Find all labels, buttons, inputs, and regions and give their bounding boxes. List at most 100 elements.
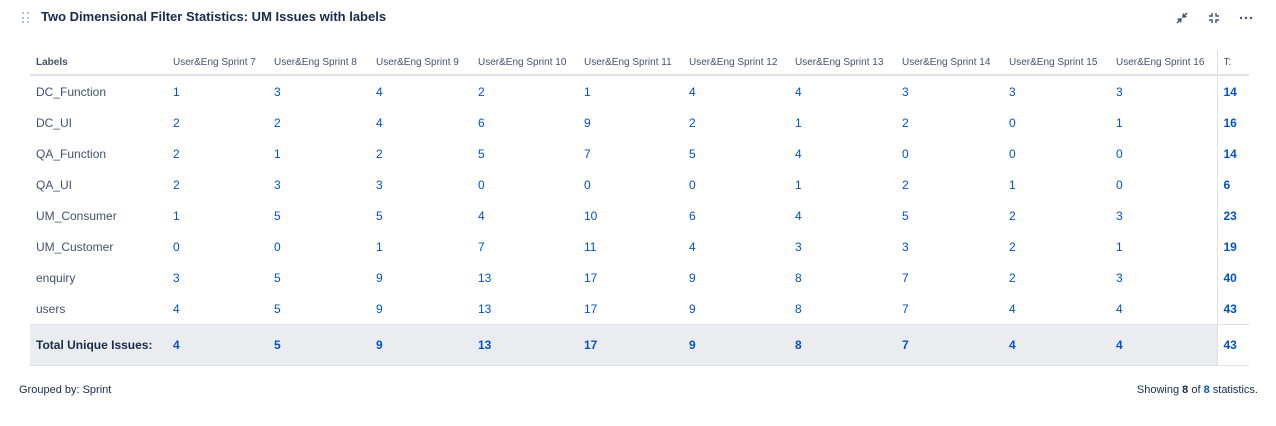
column-header[interactable]: User&Eng Sprint 9 — [370, 50, 472, 76]
count-cell[interactable]: 5 — [478, 146, 485, 161]
count-cell[interactable]: 1 — [1116, 115, 1123, 130]
count-cell[interactable]: 7 — [478, 239, 485, 254]
count-cell[interactable]: 4 — [376, 84, 383, 99]
count-cell[interactable]: 1 — [795, 115, 802, 130]
count-cell[interactable]: 7 — [902, 270, 909, 285]
row-label[interactable]: enquiry — [36, 270, 76, 285]
count-cell[interactable]: 1 — [173, 84, 180, 99]
count-cell[interactable]: 7 — [902, 301, 909, 316]
count-cell[interactable]: 5 — [689, 146, 696, 161]
count-cell[interactable]: 5 — [274, 301, 281, 316]
row-label[interactable]: UM_Customer — [36, 239, 114, 254]
count-cell[interactable]: 11 — [584, 239, 597, 254]
total-unique-cell[interactable]: 9 — [370, 324, 472, 366]
count-cell[interactable]: 4 — [376, 115, 383, 130]
count-cell[interactable]: 3 — [1116, 84, 1123, 99]
total-unique-cell[interactable]: 4 — [1003, 324, 1110, 366]
total-unique-cell[interactable]: 7 — [896, 324, 1003, 366]
collapse-icon[interactable] — [1204, 8, 1224, 28]
count-cell[interactable]: 1 — [1116, 239, 1123, 254]
row-label[interactable]: QA_UI — [36, 177, 73, 192]
count-cell[interactable]: 0 — [478, 177, 485, 192]
count-cell[interactable]: 8 — [795, 301, 802, 316]
count-cell[interactable]: 0 — [1116, 146, 1123, 161]
count-cell[interactable]: 1 — [795, 177, 802, 192]
count-cell[interactable]: 4 — [478, 208, 485, 223]
drag-handle-icon[interactable] — [22, 12, 30, 24]
column-header[interactable]: User&Eng Sprint 8 — [268, 50, 370, 76]
more-options-icon[interactable] — [1236, 8, 1256, 28]
count-cell[interactable]: 3 — [1009, 84, 1016, 99]
count-cell[interactable]: 4 — [795, 208, 802, 223]
count-cell[interactable]: 2 — [902, 177, 909, 192]
count-cell[interactable]: 5 — [902, 208, 909, 223]
count-cell[interactable]: 3 — [274, 177, 281, 192]
count-cell[interactable]: 9 — [689, 270, 696, 285]
count-cell[interactable]: 1 — [376, 239, 383, 254]
grand-total-cell[interactable]: 43 — [1216, 324, 1249, 366]
count-cell[interactable]: 5 — [274, 270, 281, 285]
row-total-cell[interactable]: 43 — [1216, 293, 1249, 325]
count-cell[interactable]: 2 — [173, 115, 180, 130]
count-cell[interactable]: 3 — [376, 177, 383, 192]
count-cell[interactable]: 0 — [1116, 177, 1123, 192]
count-cell[interactable]: 1 — [1009, 177, 1016, 192]
count-cell[interactable]: 4 — [795, 146, 802, 161]
total-unique-cell[interactable]: 9 — [683, 324, 789, 366]
count-cell[interactable]: 2 — [689, 115, 696, 130]
column-header[interactable]: User&Eng Sprint 13 — [789, 50, 896, 76]
count-cell[interactable]: 3 — [274, 84, 281, 99]
count-cell[interactable]: 0 — [1009, 115, 1016, 130]
row-total-cell[interactable]: 14 — [1216, 75, 1249, 107]
count-cell[interactable]: 8 — [795, 270, 802, 285]
count-cell[interactable]: 0 — [173, 239, 180, 254]
row-total-cell[interactable]: 23 — [1216, 200, 1249, 231]
total-unique-cell[interactable]: 8 — [789, 324, 896, 366]
count-cell[interactable]: 3 — [902, 239, 909, 254]
minimize-arrows-icon[interactable] — [1172, 8, 1192, 28]
row-label[interactable]: DC_UI — [36, 115, 73, 130]
column-header[interactable]: User&Eng Sprint 14 — [896, 50, 1003, 76]
column-header[interactable]: User&Eng Sprint 10 — [472, 50, 578, 76]
count-cell[interactable]: 4 — [1009, 301, 1016, 316]
count-cell[interactable]: 2 — [173, 177, 180, 192]
count-cell[interactable]: 6 — [478, 115, 485, 130]
count-cell[interactable]: 3 — [1116, 208, 1123, 223]
column-header[interactable]: User&Eng Sprint 16 — [1110, 50, 1217, 76]
count-cell[interactable]: 2 — [1009, 208, 1016, 223]
count-cell[interactable]: 3 — [795, 239, 802, 254]
count-cell[interactable]: 17 — [584, 301, 598, 316]
row-total-cell[interactable]: 19 — [1216, 231, 1249, 262]
total-unique-cell[interactable]: 4 — [1110, 324, 1217, 366]
column-header[interactable]: User&Eng Sprint 12 — [683, 50, 789, 76]
count-cell[interactable]: 4 — [689, 84, 696, 99]
count-cell[interactable]: 3 — [902, 84, 909, 99]
count-cell[interactable]: 0 — [1009, 146, 1016, 161]
row-total-cell[interactable]: 14 — [1216, 138, 1249, 169]
count-cell[interactable]: 2 — [274, 115, 281, 130]
column-header-labels[interactable]: Labels — [30, 50, 167, 76]
count-cell[interactable]: 9 — [376, 270, 383, 285]
count-cell[interactable]: 0 — [689, 177, 696, 192]
count-cell[interactable]: 1 — [584, 84, 591, 99]
count-cell[interactable]: 3 — [1116, 270, 1123, 285]
count-cell[interactable]: 2 — [1009, 239, 1016, 254]
count-cell[interactable]: 0 — [902, 146, 909, 161]
count-cell[interactable]: 4 — [1116, 301, 1123, 316]
count-cell[interactable]: 9 — [376, 301, 383, 316]
count-cell[interactable]: 9 — [689, 301, 696, 316]
count-cell[interactable]: 2 — [173, 146, 180, 161]
count-cell[interactable]: 1 — [173, 208, 180, 223]
count-cell[interactable]: 0 — [274, 239, 281, 254]
count-cell[interactable]: 2 — [902, 115, 909, 130]
count-cell[interactable]: 7 — [584, 146, 591, 161]
count-cell[interactable]: 5 — [274, 208, 281, 223]
count-cell[interactable]: 2 — [376, 146, 383, 161]
total-unique-cell[interactable]: 13 — [472, 324, 578, 366]
row-label[interactable]: UM_Consumer — [36, 208, 117, 223]
count-cell[interactable]: 2 — [1009, 270, 1016, 285]
column-header-total[interactable]: T: — [1216, 50, 1249, 76]
row-total-cell[interactable]: 40 — [1216, 262, 1249, 293]
total-unique-cell[interactable]: 5 — [268, 324, 370, 366]
count-cell[interactable]: 6 — [689, 208, 696, 223]
